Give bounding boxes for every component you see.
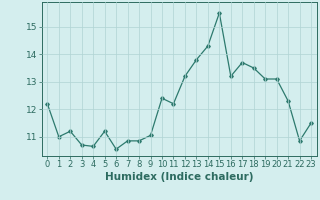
X-axis label: Humidex (Indice chaleur): Humidex (Indice chaleur) [105,172,253,182]
